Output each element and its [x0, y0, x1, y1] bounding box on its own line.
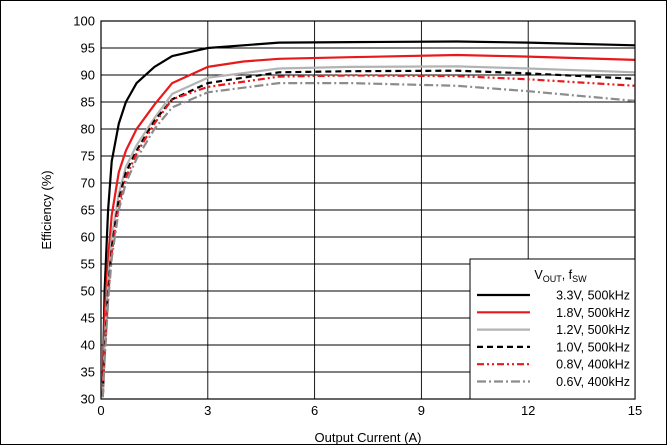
legend-title-main: V — [534, 268, 543, 282]
y-tick-label: 100 — [73, 14, 95, 29]
plot-frame — [100, 20, 636, 400]
x-tick-label: 12 — [521, 403, 535, 418]
series-line-1-8v-500khz — [101, 53, 636, 394]
series-line-0-6v-400khz — [101, 81, 636, 398]
series-line-1-0v-500khz — [101, 69, 636, 397]
legend-entry-label: 0.8V, 400kHz — [556, 358, 630, 372]
legend-entry-label: 1.2V, 500kHz — [556, 323, 630, 337]
x-tick-label: 15 — [628, 403, 642, 418]
grid-lines — [101, 21, 635, 399]
y-tick-label: 65 — [81, 203, 95, 218]
y-tick-label: 45 — [81, 311, 95, 326]
legend-entry-label: 0.6V, 400kHz — [556, 375, 630, 389]
x-tick-label: 9 — [418, 403, 425, 418]
y-tick-label: 60 — [81, 230, 95, 245]
y-tick-label: 95 — [81, 41, 95, 56]
y-tick-label: 50 — [81, 284, 95, 299]
legend-entry-label: 1.0V, 500kHz — [556, 340, 630, 354]
x-tick-label: 6 — [311, 403, 318, 418]
y-tick-label: 40 — [81, 338, 95, 353]
legend-title-sub-sw: SW — [572, 274, 587, 284]
x-tick-label: 0 — [97, 403, 104, 418]
x-axis-label: Output Current (A) — [315, 430, 422, 445]
y-tick-label: 70 — [81, 176, 95, 191]
y-axis-label: Efficiency (%) — [39, 170, 54, 249]
y-tick-label: 90 — [81, 68, 95, 83]
y-tick-label: 75 — [81, 149, 95, 164]
legend-title: VOUT, fSW — [534, 268, 587, 284]
legend-title-sub-out: OUT — [543, 274, 563, 284]
legend-title-sep: , f — [562, 268, 573, 282]
legend-entry-label: 3.3V, 500kHz — [556, 289, 630, 303]
y-tick-label: 85 — [81, 95, 95, 110]
y-tick-label: 30 — [81, 392, 95, 407]
x-tick-label: 3 — [204, 403, 211, 418]
series-lines — [101, 40, 636, 398]
y-tick-label: 35 — [81, 365, 95, 380]
axis-ticks: 0 3 6 9 12 15 30 35 40 45 50 55 60 65 70 75 80 85 90 95 100 — [73, 14, 642, 419]
y-tick-label: 55 — [81, 257, 95, 272]
series-line-0-8v-400khz — [101, 74, 636, 397]
series-line-3-3v-500khz — [101, 40, 636, 383]
legend-entry-label: 1.8V, 500kHz — [556, 306, 630, 320]
y-tick-label: 80 — [81, 122, 95, 137]
legend: VOUT, fSW 3.3V, 500kHz 1.8V, 500kHz 1.2V, 5… — [469, 258, 636, 400]
